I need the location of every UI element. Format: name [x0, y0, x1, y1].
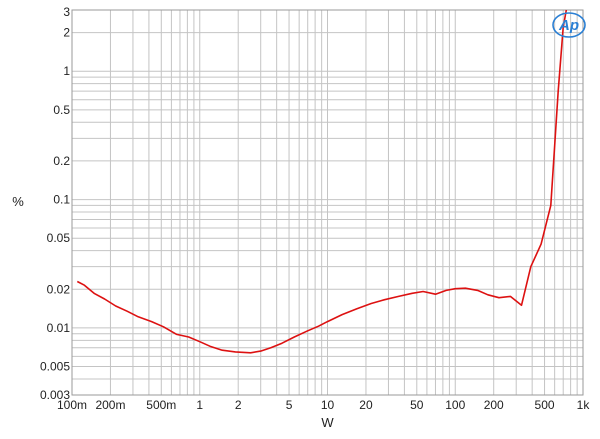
ap-logo-text: Ap [558, 17, 579, 34]
y-tick-label: 1 [63, 64, 70, 78]
x-tick-label: 10 [321, 398, 335, 412]
x-tick-label: 1k [577, 398, 591, 412]
x-tick-label: 100 [445, 398, 465, 412]
y-tick-label: 0.005 [40, 360, 70, 374]
y-tick-label: 0.2 [53, 154, 70, 168]
x-tick-label: 200 [484, 398, 504, 412]
y-tick-label: 0.5 [53, 103, 70, 117]
y-tick-label: 0.003 [40, 388, 70, 402]
x-tick-label: 200m [95, 398, 125, 412]
x-tick-label: 1 [196, 398, 203, 412]
y-tick-label: 0.1 [53, 193, 70, 207]
x-tick-label: 100m [57, 398, 87, 412]
x-tick-label: 500 [535, 398, 555, 412]
y-axis-label: % [12, 194, 24, 209]
ap-logo: Ap [552, 12, 586, 38]
y-tick-label: 3 [63, 5, 70, 19]
plot-frame [71, 9, 584, 396]
x-axis-label: W [321, 415, 334, 430]
ap-logo-ring [552, 12, 586, 38]
x-tick-label: 2 [235, 398, 242, 412]
y-tick-label: 2 [63, 26, 70, 40]
series-line [76, 9, 568, 354]
x-tick-label: 5 [286, 398, 293, 412]
y-tick-label: 0.02 [47, 282, 71, 296]
x-tick-label: 20 [359, 398, 373, 412]
x-tick-label: 50 [410, 398, 424, 412]
x-tick-label: 500m [146, 398, 176, 412]
y-tick-label: 0.01 [47, 321, 71, 335]
y-tick-labels: 0.003 0.005 0.01 0.02 0.05 0.1 0.2 0.5 1 2 3 [40, 5, 70, 402]
grid [72, 10, 583, 395]
x-tick-labels: 100m 200m 500m 1 2 5 10 20 50 100 200 500 1k [57, 398, 590, 412]
y-tick-label: 0.05 [47, 231, 71, 245]
series-group [76, 9, 568, 354]
